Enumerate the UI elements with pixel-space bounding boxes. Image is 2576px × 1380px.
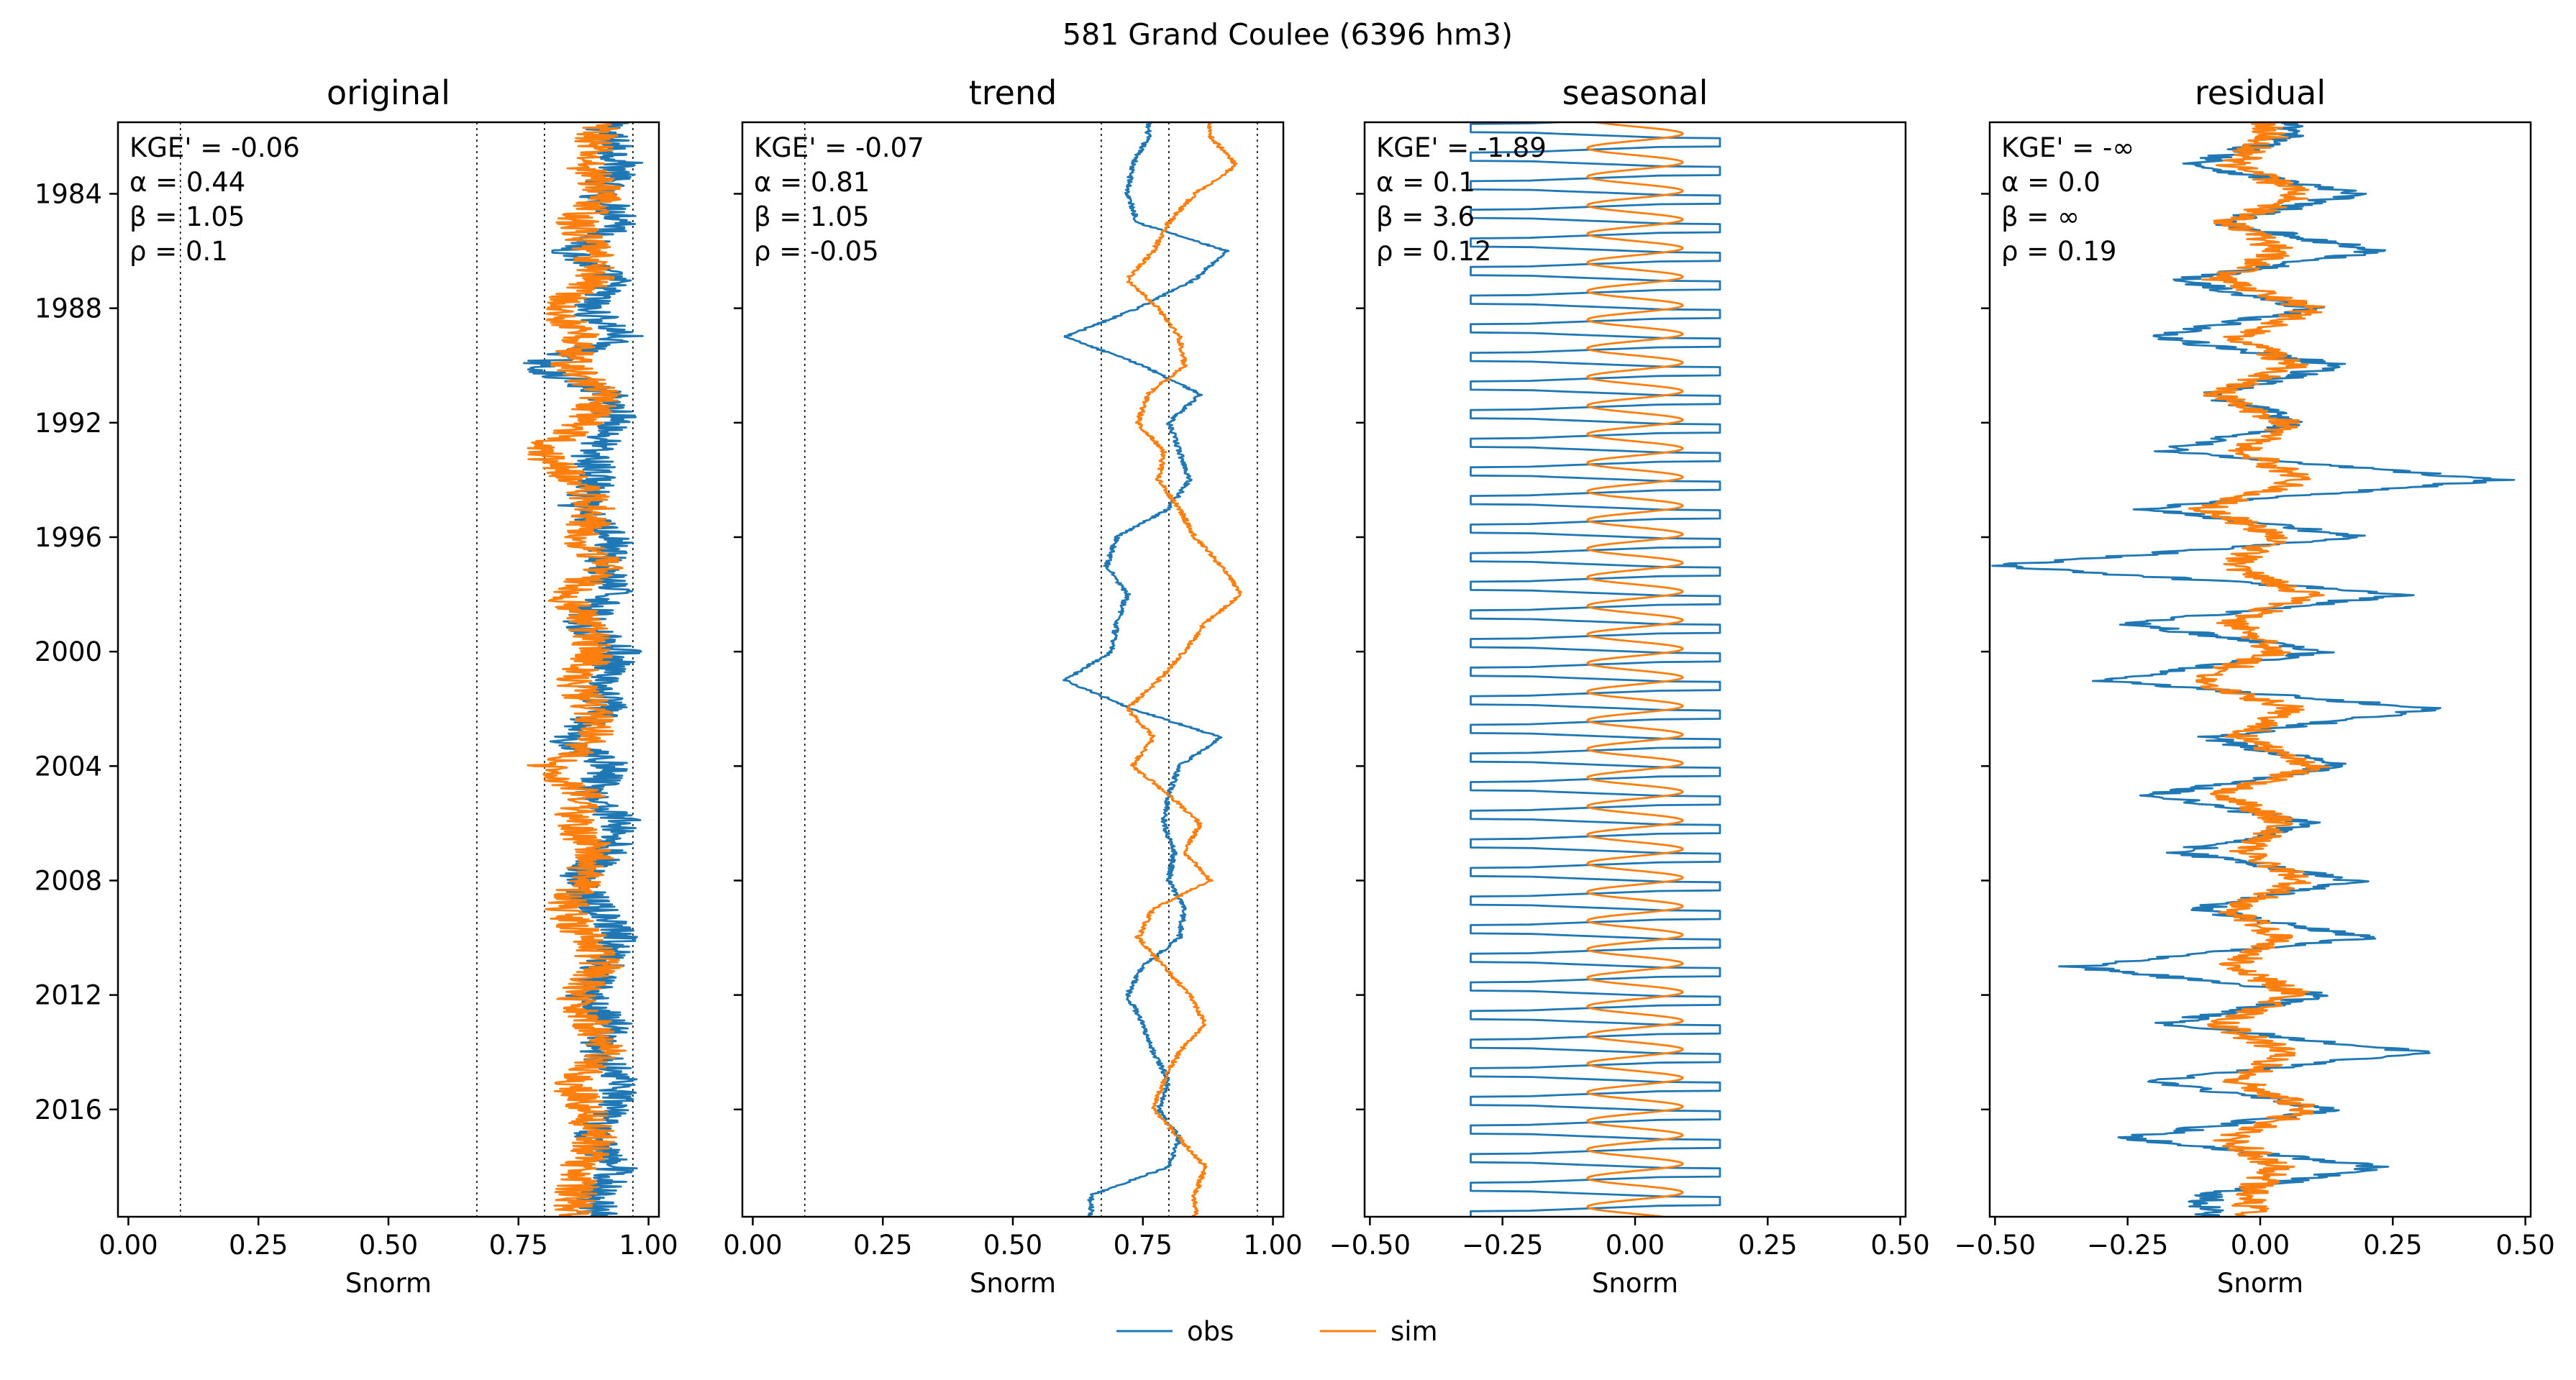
panel-residual: residual −0.50 −0.25 0.00 0.25 0.50 Snorm KGE' … (1954, 73, 2555, 1299)
panel-title: seasonal (1562, 73, 1708, 112)
panel-title: residual (2195, 73, 2326, 112)
x-tick-label: 0.75 (1114, 1230, 1173, 1261)
plot-area (1991, 122, 2516, 1217)
x-tick-label: 0.50 (2495, 1230, 2554, 1261)
y-tick-label: 1984 (35, 178, 102, 209)
panel-original: original 0.00 0.25 0.50 0.75 1.00 Snorm 1984 198… (35, 73, 678, 1299)
plot-area (1062, 122, 1242, 1217)
stat-text: α = 0.81 (754, 167, 870, 198)
legend-label-obs: obs (1187, 1316, 1234, 1347)
series-line-obs (1062, 122, 1230, 1217)
x-axis-label: Snorm (1592, 1268, 1678, 1299)
series-line-sim (527, 122, 627, 1217)
stat-text: α = 0.0 (2001, 167, 2101, 198)
x-axis-label: Snorm (970, 1268, 1056, 1299)
plot-area (1470, 122, 1721, 1217)
x-tick-label: 0.00 (1606, 1230, 1665, 1261)
figure-suptitle: 581 Grand Coulee (6396 hm3) (1062, 17, 1513, 52)
plot-area (523, 122, 644, 1217)
panel-seasonal: seasonal −0.50 −0.25 0.00 0.25 0.50 Snorm KGE' … (1329, 73, 1930, 1299)
x-tick-label: −0.50 (1329, 1230, 1411, 1261)
y-tick-label: 1996 (35, 522, 102, 553)
x-tick-label: 0.50 (1870, 1230, 1929, 1261)
x-tick-label: 0.25 (2363, 1230, 2422, 1261)
y-tick-label: 2008 (35, 865, 102, 896)
stat-text: β = ∞ (2001, 201, 2080, 232)
x-tick-label: 1.00 (619, 1230, 678, 1261)
legend-label-sim: sim (1391, 1316, 1438, 1347)
y-tick-label: 1992 (35, 408, 102, 439)
panels: original 0.00 0.25 0.50 0.75 1.00 Snorm 1984 198… (35, 73, 2555, 1299)
stat-text: ρ = 0.19 (2001, 236, 2116, 267)
x-tick-label: 0.25 (853, 1230, 912, 1261)
y-tick-label: 2012 (35, 980, 102, 1011)
x-tick-label: −0.25 (2087, 1230, 2168, 1261)
x-tick-label: 0.00 (99, 1230, 158, 1261)
figure-legend: obs sim (1116, 1316, 1438, 1347)
x-axis-label: Snorm (2217, 1268, 2303, 1299)
x-tick-label: 0.00 (723, 1230, 782, 1261)
y-tick-label: 1988 (35, 293, 102, 324)
stat-text: α = 0.44 (129, 167, 245, 198)
stat-text: KGE' = -1.89 (1376, 132, 1547, 163)
panel-title: trend (969, 73, 1057, 112)
stat-text: KGE' = -∞ (2001, 132, 2134, 163)
x-tick-label: −0.25 (1462, 1230, 1543, 1261)
stat-text: β = 1.05 (754, 201, 870, 232)
series-line-obs (1470, 122, 1721, 1217)
stat-text: ρ = 0.1 (129, 236, 228, 267)
stat-text: β = 1.05 (129, 201, 245, 232)
panel-title: original (327, 73, 450, 112)
series-line-sim (1126, 122, 1242, 1217)
x-tick-label: 0.50 (359, 1230, 418, 1261)
x-tick-label: −0.50 (1954, 1230, 2036, 1261)
stat-text: ρ = -0.05 (754, 236, 879, 267)
y-tick-label: 2000 (35, 636, 102, 667)
panel-trend: trend 0.00 0.25 0.50 0.75 1.00 Snorm KGE' = -0.… (723, 73, 1302, 1299)
stat-text: KGE' = -0.07 (754, 132, 924, 163)
x-axis-label: Snorm (345, 1268, 432, 1299)
x-tick-label: 0.25 (1738, 1230, 1797, 1261)
stat-text: β = 3.6 (1376, 201, 1475, 232)
x-tick-label: 0.25 (229, 1230, 288, 1261)
y-tick-label: 2016 (35, 1095, 102, 1125)
x-tick-label: 0.75 (489, 1230, 548, 1261)
series-line-sim (2188, 122, 2330, 1217)
series-line-sim (1586, 122, 1684, 1217)
x-tick-label: 0.00 (2231, 1230, 2290, 1261)
x-tick-label: 1.00 (1243, 1230, 1302, 1261)
stat-text: KGE' = -0.06 (129, 132, 300, 163)
y-tick-label: 2004 (35, 751, 102, 782)
stat-text: α = 0.1 (1376, 167, 1475, 198)
stat-text: ρ = 0.12 (1376, 236, 1491, 267)
x-tick-label: 0.50 (983, 1230, 1042, 1261)
